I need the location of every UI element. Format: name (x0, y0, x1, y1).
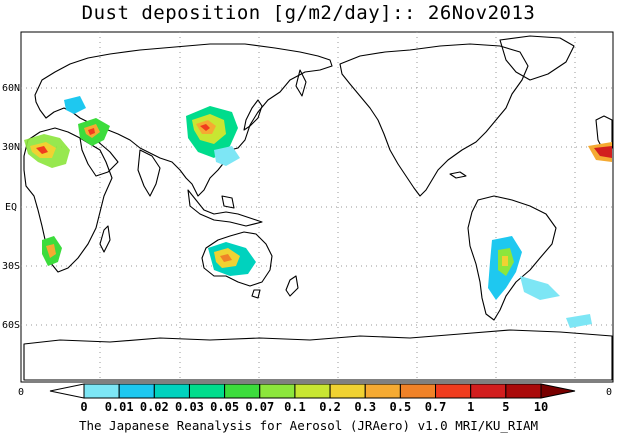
dust-patch-australia (208, 242, 256, 276)
axis-end-label-left: 0 (18, 387, 24, 398)
dust-patch-north-africa (24, 134, 612, 168)
colorbar-label: 0.3 (354, 400, 376, 414)
colorbar-label: 0.7 (425, 400, 447, 414)
coastlines (23, 35, 613, 381)
map-footer: The Japanese Reanalysis for Aerosol (JRA… (78, 418, 539, 433)
lat-lon-grid (21, 32, 613, 382)
colorbar-label: 0 (80, 400, 87, 414)
colorbar-label: 0.2 (319, 400, 341, 414)
lat-label: 30N (2, 142, 20, 153)
map-title: Dust deposition [g/m2/day]:: 26Nov2013 (81, 2, 536, 24)
axis-end-label-right: 0 (606, 387, 612, 398)
dust-patch-arabia (64, 96, 110, 146)
colorbar-swatch (224, 383, 261, 399)
colorbar-swatch (153, 383, 190, 399)
colorbar-swatch (259, 383, 296, 399)
latitude-labels: 60N 30N EQ 30S 60S (2, 83, 20, 331)
colorbar-swatch (49, 383, 85, 399)
colorbar-label: 0.5 (390, 400, 412, 414)
colorbar-swatch (83, 383, 120, 399)
colorbar-swatch (294, 383, 331, 399)
dust-patch-southern-africa (42, 236, 62, 266)
colorbar: 0 0.01 0.02 0.03 0.05 0.07 0.1 0.2 0.3 0.5 0.7 1 5 10 (49, 383, 576, 414)
dust-patches (24, 96, 612, 328)
colorbar-label: 0.03 (175, 400, 204, 414)
colorbar-swatch (470, 383, 507, 399)
colorbar-label: 10 (534, 400, 548, 414)
colorbar-label: 5 (502, 400, 509, 414)
colorbar-swatch (505, 383, 542, 399)
colorbar-label: 0.1 (284, 400, 306, 414)
colorbar-swatch (399, 383, 437, 399)
lat-label: 60S (2, 320, 20, 331)
colorbar-label: 0.05 (210, 400, 239, 414)
colorbar-label: 0.01 (105, 400, 134, 414)
colorbar-label: 1 (467, 400, 474, 414)
colorbar-swatch (364, 383, 401, 399)
colorbar-swatch (188, 383, 226, 399)
colorbar-label: 0.02 (140, 400, 169, 414)
lat-label: EQ (5, 202, 17, 213)
colorbar-swatch (118, 383, 155, 399)
colorbar-swatch (540, 383, 576, 399)
colorbar-label: 0.07 (245, 400, 274, 414)
dust-patch-patagonia (488, 236, 592, 328)
dust-patch-central-asia (186, 106, 240, 166)
lat-label: 60N (2, 83, 20, 94)
colorbar-swatch (435, 383, 472, 399)
lat-label: 30S (2, 261, 20, 272)
colorbar-swatch (329, 383, 366, 399)
